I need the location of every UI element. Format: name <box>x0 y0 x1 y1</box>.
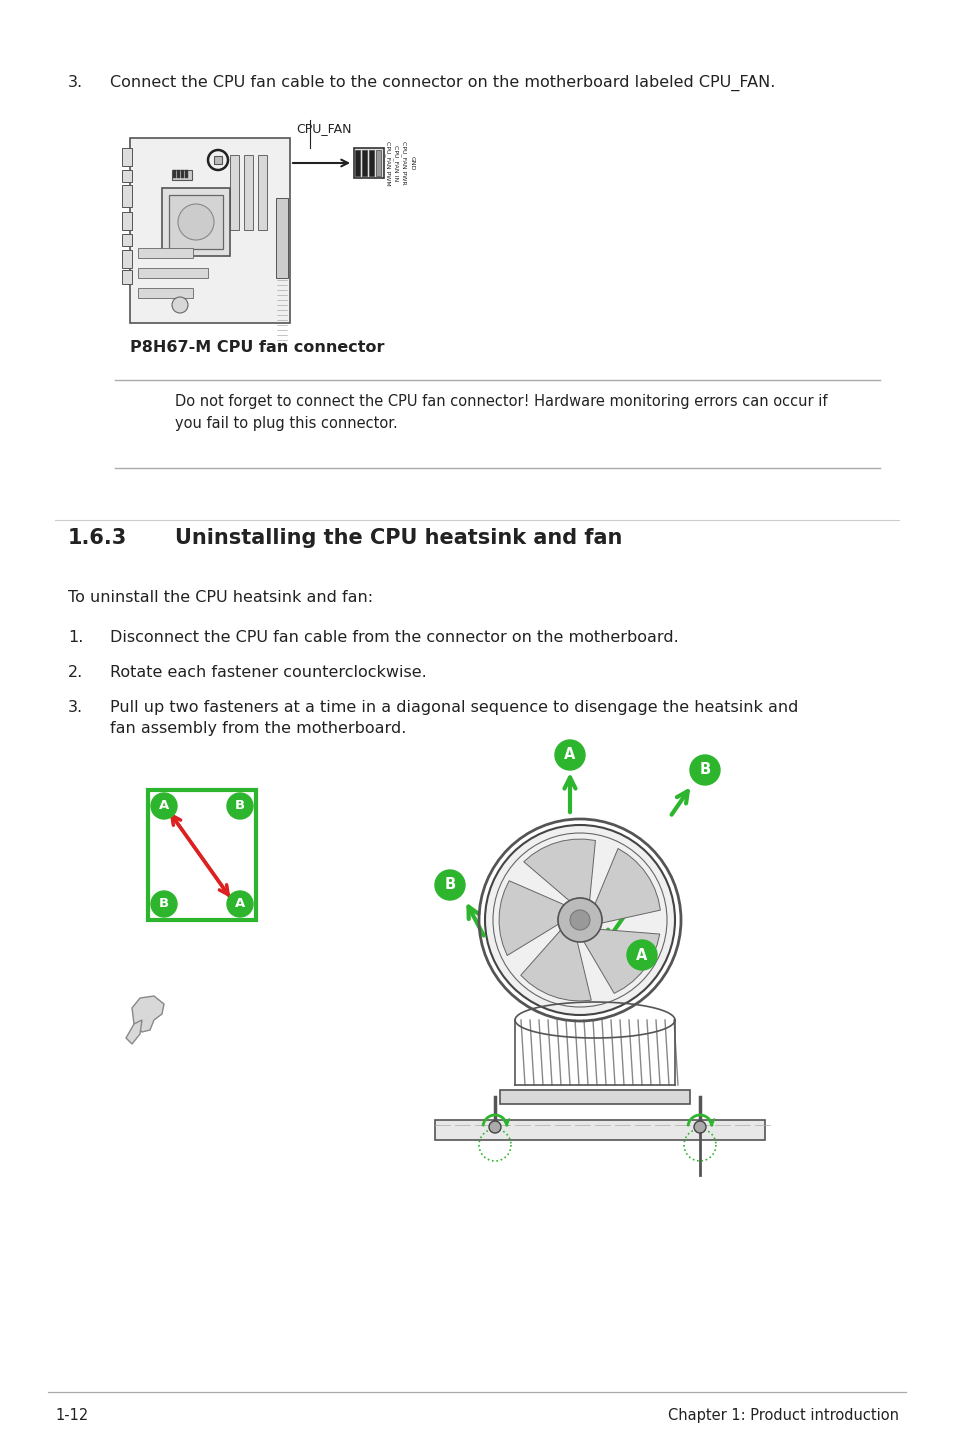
Bar <box>138 267 208 278</box>
Bar <box>354 148 384 178</box>
Text: 1.6.3: 1.6.3 <box>68 528 127 548</box>
Text: B: B <box>234 800 245 812</box>
Text: B: B <box>159 897 169 910</box>
Polygon shape <box>126 1020 142 1044</box>
Polygon shape <box>595 848 659 923</box>
Text: Pull up two fasteners at a time in a diagonal sequence to disengage the heatsink: Pull up two fasteners at a time in a dia… <box>110 700 798 736</box>
Bar <box>162 188 230 256</box>
Text: A: A <box>159 800 169 812</box>
Bar <box>122 250 132 267</box>
Bar <box>244 155 253 230</box>
Bar <box>122 211 132 230</box>
Circle shape <box>689 755 720 785</box>
Circle shape <box>435 870 464 900</box>
Bar <box>355 150 359 175</box>
Bar <box>122 234 132 246</box>
Circle shape <box>626 940 657 971</box>
Text: 2.: 2. <box>68 664 83 680</box>
Text: CPU_FAN PWR: CPU_FAN PWR <box>400 141 406 186</box>
Text: A: A <box>564 748 575 762</box>
Text: Chapter 1: Product introduction: Chapter 1: Product introduction <box>667 1408 898 1424</box>
Bar <box>499 1090 689 1104</box>
Bar <box>130 138 290 324</box>
Text: Do not forget to connect the CPU fan connector! Hardware monitoring errors can o: Do not forget to connect the CPU fan con… <box>174 394 826 430</box>
Text: GND: GND <box>409 155 414 170</box>
Text: B: B <box>444 877 456 893</box>
Bar <box>169 196 223 249</box>
Text: 1-12: 1-12 <box>55 1408 89 1424</box>
Text: 3.: 3. <box>68 700 83 715</box>
Text: B: B <box>699 762 710 778</box>
Bar <box>181 170 184 178</box>
Text: 1.: 1. <box>68 630 83 646</box>
Circle shape <box>151 792 177 820</box>
Circle shape <box>172 298 188 313</box>
Bar <box>122 186 132 207</box>
Bar <box>369 150 374 175</box>
Circle shape <box>558 897 601 942</box>
Circle shape <box>555 741 584 769</box>
Circle shape <box>227 792 253 820</box>
Circle shape <box>693 1122 705 1133</box>
Bar <box>361 150 367 175</box>
Text: Rotate each fastener counterclockwise.: Rotate each fastener counterclockwise. <box>110 664 426 680</box>
Bar <box>122 270 132 283</box>
Circle shape <box>489 1122 500 1133</box>
Bar <box>230 155 239 230</box>
Bar <box>213 155 222 164</box>
Text: A: A <box>636 948 647 962</box>
Bar <box>177 170 180 178</box>
Bar <box>138 247 193 257</box>
Text: 3.: 3. <box>68 75 83 91</box>
Text: Uninstalling the CPU heatsink and fan: Uninstalling the CPU heatsink and fan <box>174 528 621 548</box>
Polygon shape <box>523 840 595 900</box>
Bar <box>172 170 175 178</box>
Text: P8H67-M CPU fan connector: P8H67-M CPU fan connector <box>130 339 384 355</box>
Text: A: A <box>234 897 245 910</box>
Text: CPU_FAN: CPU_FAN <box>295 122 351 135</box>
Bar <box>148 789 255 920</box>
Polygon shape <box>498 880 563 955</box>
Bar <box>375 150 380 175</box>
Bar <box>275 198 288 278</box>
Bar <box>122 170 132 183</box>
Bar <box>122 148 132 165</box>
Circle shape <box>484 825 675 1015</box>
Polygon shape <box>583 929 659 994</box>
Bar <box>172 170 192 180</box>
Text: To uninstall the CPU heatsink and fan:: To uninstall the CPU heatsink and fan: <box>68 590 373 605</box>
Bar <box>435 1120 764 1140</box>
Circle shape <box>151 892 177 917</box>
Text: Connect the CPU fan cable to the connector on the motherboard labeled CPU_FAN.: Connect the CPU fan cable to the connect… <box>110 75 775 91</box>
Polygon shape <box>520 930 591 1001</box>
Bar <box>257 155 267 230</box>
Bar <box>185 170 188 178</box>
Bar <box>138 288 193 298</box>
Circle shape <box>227 892 253 917</box>
Text: CPU_FAN PWM: CPU_FAN PWM <box>385 141 391 186</box>
Text: Disconnect the CPU fan cable from the connector on the motherboard.: Disconnect the CPU fan cable from the co… <box>110 630 678 646</box>
Circle shape <box>569 910 589 930</box>
Circle shape <box>178 204 213 240</box>
Text: CPU_FAN IN: CPU_FAN IN <box>393 145 398 181</box>
Polygon shape <box>132 997 164 1032</box>
